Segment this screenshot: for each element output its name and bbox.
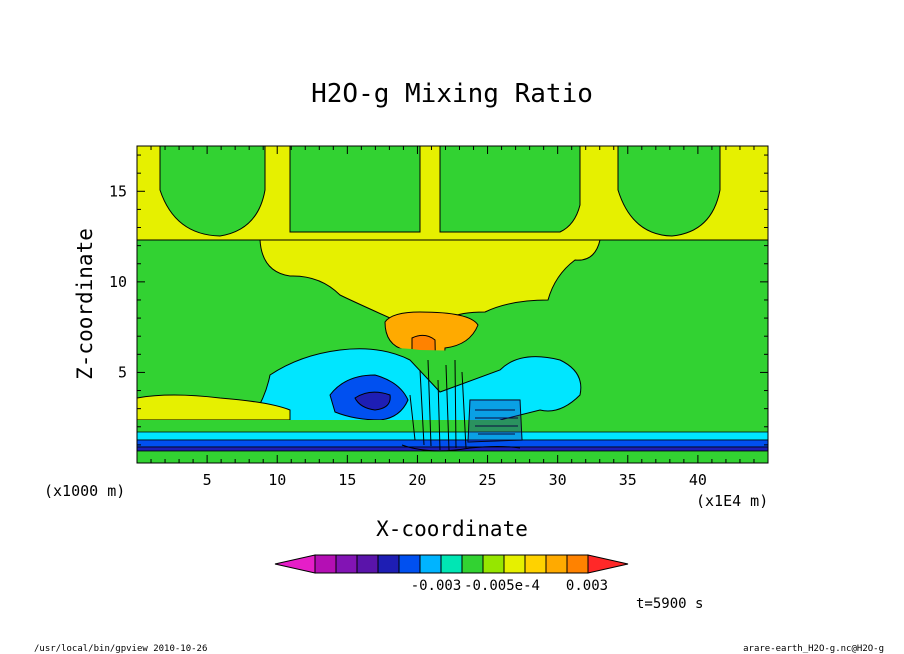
- footer-left: /usr/local/bin/gpview 2010-10-26: [34, 644, 207, 654]
- left-green-dome: [159, 146, 266, 237]
- colorbar: [274, 554, 629, 574]
- colorbar-low-arrow: [274, 554, 316, 574]
- colorbar-cell: [440, 554, 463, 574]
- time-label: t=5900 s: [636, 596, 703, 612]
- center-green-region: [289, 146, 581, 233]
- colorbar-cell: [482, 554, 505, 574]
- colorbar-label-3: 0.003: [566, 578, 608, 594]
- plot-field: [137, 146, 768, 463]
- colorbar-cell: [419, 554, 442, 574]
- colorbar-high-arrow: [587, 554, 629, 574]
- blue-blob-inner: [354, 391, 391, 411]
- y-tick-label: 5: [118, 363, 127, 381]
- y-axis-ticks: 5 10 15: [109, 154, 768, 446]
- x-tick-label: 40: [689, 471, 707, 489]
- lower-green-tongue: [137, 420, 768, 432]
- colorbar-cell: [545, 554, 568, 574]
- right-green-dome: [617, 146, 721, 237]
- colorbar-cell: [566, 554, 589, 574]
- x-axis-label: X-coordinate: [376, 517, 528, 541]
- colorbar-cell: [524, 554, 547, 574]
- x-tick-label: 10: [268, 471, 286, 489]
- surface-cyan: [137, 431, 768, 441]
- x-tick-label: 5: [203, 471, 212, 489]
- surface-dark: [137, 446, 768, 452]
- colorbar-cell: [335, 554, 358, 574]
- x-tick-label: 25: [479, 471, 497, 489]
- x-tick-label: 20: [408, 471, 426, 489]
- x-tick-label: 30: [549, 471, 567, 489]
- colorbar-cell: [461, 554, 484, 574]
- colorbar-cell: [356, 554, 379, 574]
- lower-yellow-band: [137, 394, 291, 421]
- colorbar-cell: [398, 554, 421, 574]
- surface-blue: [137, 439, 768, 448]
- colorbar-cell: [314, 554, 337, 574]
- y-tick-label: 15: [109, 182, 127, 200]
- x-tick-label: 15: [338, 471, 356, 489]
- convective-contours: [401, 359, 523, 452]
- y-tick-label: 10: [109, 273, 127, 291]
- y-axis-label: Z-coordinate: [73, 228, 97, 380]
- y-axis-unit: (x1000 m): [44, 482, 125, 500]
- x-tick-label: 35: [619, 471, 637, 489]
- chart-title: H2O-g Mixing Ratio: [311, 79, 593, 109]
- x-axis-ticks: 5 10 15 20 25 30 35 40: [150, 146, 755, 489]
- colorbar-cell: [503, 554, 526, 574]
- convective-shading: [468, 400, 522, 442]
- anvil-yellow: [259, 239, 601, 319]
- plot-frame: [136, 145, 769, 464]
- colorbar-cell: [377, 554, 400, 574]
- x-axis-unit: (x1E4 m): [696, 492, 768, 510]
- colorbar-label-1: -0.003: [411, 578, 462, 594]
- colorbar-label-2: -0.005e-4: [464, 578, 540, 594]
- footer-right: arare-earth_H2O-g.nc@H2O-g: [743, 644, 884, 654]
- surface-green: [137, 450, 768, 463]
